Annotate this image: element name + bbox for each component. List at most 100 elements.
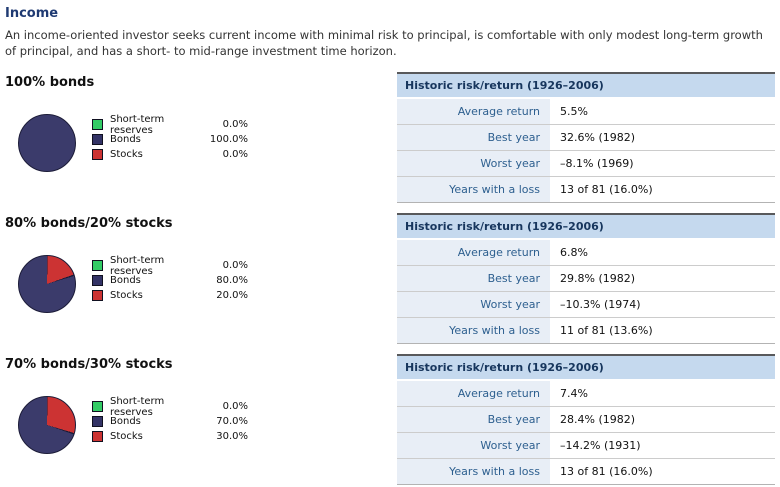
allocation-legend: Short-term reserves 0.0% Bonds 80.0% Sto… [92, 255, 248, 303]
portfolio-section-80-20: 80% bonds/20% stocks Short-term reserves… [5, 213, 775, 344]
legend-item-bonds: Bonds 100.0% [92, 132, 248, 147]
legend-value: 80.0% [216, 275, 248, 286]
allocation-legend: Short-term reserves 0.0% Bonds 70.0% Sto… [92, 396, 248, 444]
legend-label: Stocks [110, 290, 143, 301]
row-value: 29.8% (1982) [550, 266, 775, 291]
row-label: Years with a loss [397, 318, 550, 343]
row-value: 11 of 81 (13.6%) [550, 318, 775, 343]
page-title: Income [5, 6, 59, 21]
allocation-pie-chart [18, 396, 76, 454]
allocation-chart-row: Short-term reserves 0.0% Bonds 100.0% St… [5, 114, 397, 172]
section-heading: 70% bonds/30% stocks [5, 357, 173, 372]
table-header: Historic risk/return (1926–2006) [397, 215, 775, 240]
legend-item-stocks: Stocks 30.0% [92, 429, 248, 444]
risk-return-table: Historic risk/return (1926–2006) Average… [397, 354, 775, 485]
stocks-swatch-icon [92, 290, 103, 301]
table-row-worst-year: Worst year –14.2% (1931) [397, 432, 775, 458]
legend-value: 0.0% [222, 149, 248, 160]
reserves-swatch-icon [92, 119, 103, 130]
portfolio-section-70-30: 70% bonds/30% stocks Short-term reserves… [5, 354, 775, 485]
table-row-average-return: Average return 7.4% [397, 381, 775, 406]
legend-value: 30.0% [216, 431, 248, 442]
legend-value: 100.0% [209, 134, 248, 145]
legend-item-stocks: Stocks 0.0% [92, 147, 248, 162]
table-header: Historic risk/return (1926–2006) [397, 74, 775, 99]
row-value: –10.3% (1974) [550, 292, 775, 317]
legend-item-reserves: Short-term reserves 0.0% [92, 114, 248, 136]
allocation-legend: Short-term reserves 0.0% Bonds 100.0% St… [92, 114, 248, 162]
row-label: Worst year [397, 292, 550, 317]
row-value: 13 of 81 (16.0%) [550, 177, 775, 202]
row-value: 6.8% [550, 240, 775, 265]
intro-text: An income-oriented investor seeks curren… [5, 28, 763, 58]
table-row-worst-year: Worst year –10.3% (1974) [397, 291, 775, 317]
row-value: 7.4% [550, 381, 775, 406]
risk-return-table: Historic risk/return (1926–2006) Average… [397, 72, 775, 203]
row-label: Average return [397, 381, 550, 406]
row-label: Worst year [397, 151, 550, 176]
row-value: 28.4% (1982) [550, 407, 775, 432]
row-label: Years with a loss [397, 177, 550, 202]
bonds-swatch-icon [92, 275, 103, 286]
row-label: Years with a loss [397, 459, 550, 484]
row-value: 13 of 81 (16.0%) [550, 459, 775, 484]
row-label: Worst year [397, 433, 550, 458]
row-label: Best year [397, 266, 550, 291]
table-row-years-with-loss: Years with a loss 13 of 81 (16.0%) [397, 458, 775, 484]
table-row-years-with-loss: Years with a loss 11 of 81 (13.6%) [397, 317, 775, 343]
bonds-swatch-icon [92, 416, 103, 427]
allocation-pie-chart [18, 255, 76, 313]
row-label: Average return [397, 240, 550, 265]
legend-item-reserves: Short-term reserves 0.0% [92, 396, 248, 418]
legend-value: 0.0% [222, 119, 248, 130]
allocation-chart-row: Short-term reserves 0.0% Bonds 80.0% Sto… [5, 255, 397, 313]
stocks-swatch-icon [92, 149, 103, 160]
table-row-average-return: Average return 5.5% [397, 99, 775, 124]
row-label: Best year [397, 407, 550, 432]
stocks-swatch-icon [92, 431, 103, 442]
legend-label: Short-term reserves [110, 113, 165, 136]
reserves-swatch-icon [92, 401, 103, 412]
table-row-best-year: Best year 29.8% (1982) [397, 265, 775, 291]
legend-label: Bonds [110, 134, 141, 145]
legend-item-bonds: Bonds 70.0% [92, 414, 248, 429]
row-label: Average return [397, 99, 550, 124]
bonds-swatch-icon [92, 134, 103, 145]
row-label: Best year [397, 125, 550, 150]
portfolio-section-100-bonds: 100% bonds Short-term reserves 0.0% Bond… [5, 72, 775, 203]
table-row-best-year: Best year 32.6% (1982) [397, 124, 775, 150]
allocation-chart-row: Short-term reserves 0.0% Bonds 70.0% Sto… [5, 396, 397, 454]
row-value: –14.2% (1931) [550, 433, 775, 458]
legend-label: Bonds [110, 416, 141, 427]
allocation-pie-chart [18, 114, 76, 172]
row-value: –8.1% (1969) [550, 151, 775, 176]
table-row-best-year: Best year 28.4% (1982) [397, 406, 775, 432]
legend-item-bonds: Bonds 80.0% [92, 273, 248, 288]
risk-return-panel: Historic risk/return (1926–2006) Average… [397, 213, 775, 344]
table-header: Historic risk/return (1926–2006) [397, 356, 775, 381]
legend-label: Short-term reserves [110, 395, 165, 418]
table-row-average-return: Average return 6.8% [397, 240, 775, 265]
legend-item-reserves: Short-term reserves 0.0% [92, 255, 248, 277]
legend-label: Stocks [110, 431, 143, 442]
legend-label: Bonds [110, 275, 141, 286]
legend-label: Stocks [110, 149, 143, 160]
legend-value: 20.0% [216, 290, 248, 301]
row-value: 32.6% (1982) [550, 125, 775, 150]
table-row-years-with-loss: Years with a loss 13 of 81 (16.0%) [397, 176, 775, 202]
legend-label: Short-term reserves [110, 254, 165, 277]
allocation-panel: 80% bonds/20% stocks Short-term reserves… [5, 213, 397, 313]
risk-return-table: Historic risk/return (1926–2006) Average… [397, 213, 775, 344]
allocation-panel: 100% bonds Short-term reserves 0.0% Bond… [5, 72, 397, 172]
legend-item-stocks: Stocks 20.0% [92, 288, 248, 303]
reserves-swatch-icon [92, 260, 103, 271]
legend-value: 70.0% [216, 416, 248, 427]
section-heading: 80% bonds/20% stocks [5, 216, 173, 231]
allocation-panel: 70% bonds/30% stocks Short-term reserves… [5, 354, 397, 454]
row-value: 5.5% [550, 99, 775, 124]
table-row-worst-year: Worst year –8.1% (1969) [397, 150, 775, 176]
legend-value: 0.0% [222, 401, 248, 412]
risk-return-panel: Historic risk/return (1926–2006) Average… [397, 72, 775, 203]
legend-value: 0.0% [222, 260, 248, 271]
risk-return-panel: Historic risk/return (1926–2006) Average… [397, 354, 775, 485]
